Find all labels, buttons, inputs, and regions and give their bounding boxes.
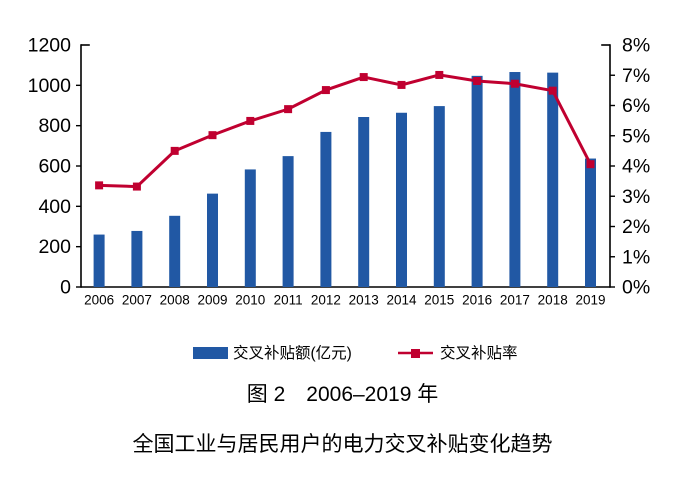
svg-text:7%: 7% [622, 65, 650, 87]
svg-text:2018: 2018 [538, 293, 568, 308]
svg-text:0%: 0% [622, 277, 650, 299]
svg-text:3%: 3% [622, 186, 650, 208]
svg-text:2010: 2010 [235, 293, 265, 308]
svg-text:2015: 2015 [424, 293, 454, 308]
svg-text:200: 200 [38, 236, 71, 258]
svg-text:4%: 4% [622, 156, 650, 178]
svg-text:2007: 2007 [122, 293, 152, 308]
svg-text:0: 0 [60, 277, 71, 299]
svg-text:2006: 2006 [84, 293, 114, 308]
svg-text:6%: 6% [622, 95, 650, 117]
svg-text:600: 600 [38, 156, 71, 178]
svg-text:2017: 2017 [500, 293, 530, 308]
svg-text:400: 400 [38, 196, 71, 218]
svg-text:2016: 2016 [462, 293, 492, 308]
svg-text:2%: 2% [622, 216, 650, 238]
svg-text:1200: 1200 [28, 35, 72, 57]
svg-text:2013: 2013 [349, 293, 379, 308]
svg-text:5%: 5% [622, 125, 650, 147]
svg-text:2011: 2011 [274, 293, 303, 308]
svg-text:2008: 2008 [160, 293, 190, 308]
svg-text:1000: 1000 [28, 75, 72, 97]
svg-text:2009: 2009 [197, 293, 227, 308]
svg-text:800: 800 [38, 115, 71, 137]
svg-text:1%: 1% [622, 246, 650, 268]
svg-text:2019: 2019 [575, 293, 605, 308]
svg-text:2014: 2014 [386, 293, 417, 308]
svg-text:8%: 8% [622, 35, 650, 57]
svg-text:2012: 2012 [311, 293, 341, 308]
